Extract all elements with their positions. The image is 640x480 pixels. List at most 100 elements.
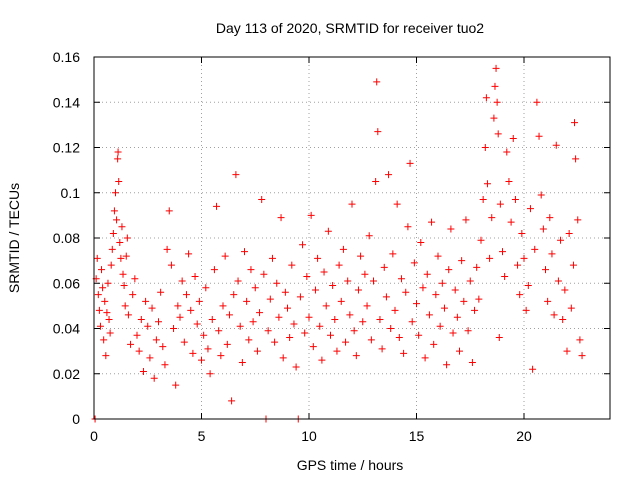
data-point	[430, 340, 438, 348]
data-point	[187, 306, 195, 314]
data-point	[129, 291, 137, 299]
data-point	[123, 234, 131, 242]
data-point	[117, 254, 125, 262]
data-point	[260, 270, 268, 278]
data-point	[165, 207, 173, 215]
data-point	[350, 327, 358, 335]
data-point	[210, 266, 218, 274]
data-point	[314, 254, 322, 262]
data-point	[148, 304, 156, 312]
data-point	[266, 295, 274, 303]
data-point	[571, 119, 579, 127]
y-tick-label: 0	[72, 411, 80, 427]
data-point	[413, 300, 420, 308]
data-point	[488, 214, 496, 222]
data-point	[475, 295, 483, 303]
data-point	[316, 322, 324, 330]
data-point	[236, 322, 244, 330]
data-point	[505, 177, 513, 185]
data-point	[102, 352, 110, 360]
data-point	[279, 354, 287, 362]
x-tick-label: 20	[516, 428, 532, 444]
data-point	[296, 293, 304, 301]
data-point	[119, 270, 127, 278]
data-point	[477, 236, 485, 244]
data-point	[127, 340, 135, 348]
data-point	[284, 304, 291, 312]
data-point	[225, 311, 233, 319]
data-point	[473, 263, 481, 271]
data-point	[96, 322, 104, 330]
data-point	[445, 266, 453, 274]
data-point	[499, 248, 506, 256]
data-point	[514, 261, 522, 269]
data-point	[352, 352, 360, 360]
y-tick-label: 0.16	[53, 49, 80, 65]
data-point	[100, 336, 108, 344]
data-point	[421, 354, 429, 362]
data-point	[567, 304, 575, 312]
data-point	[217, 352, 225, 360]
data-point	[273, 279, 281, 287]
data-point	[155, 318, 162, 326]
data-point	[311, 286, 319, 294]
data-point	[359, 318, 367, 326]
data-point	[348, 200, 356, 208]
data-point	[432, 291, 440, 299]
data-point	[493, 98, 501, 106]
data-point	[546, 214, 554, 222]
data-point	[131, 275, 139, 283]
y-tick-label: 0.14	[53, 94, 80, 110]
data-point	[200, 331, 208, 339]
data-point	[423, 270, 431, 278]
data-point	[309, 343, 317, 351]
data-point	[561, 286, 569, 294]
data-point	[462, 216, 470, 224]
data-point	[406, 159, 414, 167]
data-point	[408, 318, 416, 326]
data-point	[428, 218, 436, 226]
data-point	[101, 297, 109, 305]
data-point	[354, 286, 362, 294]
data-point	[301, 329, 309, 337]
data-point	[157, 288, 165, 296]
data-point	[206, 370, 214, 378]
data-point	[574, 216, 582, 224]
data-point	[425, 311, 433, 319]
data-point	[232, 171, 240, 179]
x-tick-label: 15	[409, 428, 425, 444]
data-point	[453, 313, 461, 321]
data-point	[531, 245, 539, 253]
data-point	[365, 232, 373, 240]
data-point	[204, 345, 212, 353]
data-point	[174, 302, 182, 310]
data-point	[288, 261, 296, 269]
data-point	[395, 334, 403, 342]
data-point	[249, 318, 257, 326]
data-point	[133, 331, 141, 339]
data-point	[393, 200, 401, 208]
data-point	[565, 229, 573, 237]
data-point	[419, 284, 427, 292]
data-point	[337, 297, 345, 305]
grid	[94, 57, 610, 419]
data-point	[482, 94, 490, 102]
data-point	[176, 313, 184, 321]
data-point	[146, 354, 154, 362]
data-point	[161, 361, 169, 369]
data-point	[533, 98, 541, 106]
data-point	[215, 327, 223, 335]
data-point	[258, 196, 266, 204]
data-point	[264, 327, 272, 335]
data-point	[363, 302, 371, 310]
data-point	[292, 363, 300, 371]
data-point	[346, 311, 354, 319]
data-point	[481, 144, 489, 151]
data-point	[471, 306, 479, 314]
data-point	[230, 291, 238, 299]
data-point	[241, 248, 248, 256]
y-axis-label: SRMTID / TECUs	[6, 183, 22, 293]
data-point	[93, 254, 101, 262]
data-point	[404, 223, 412, 231]
y-tick-label: 0.02	[53, 366, 80, 382]
